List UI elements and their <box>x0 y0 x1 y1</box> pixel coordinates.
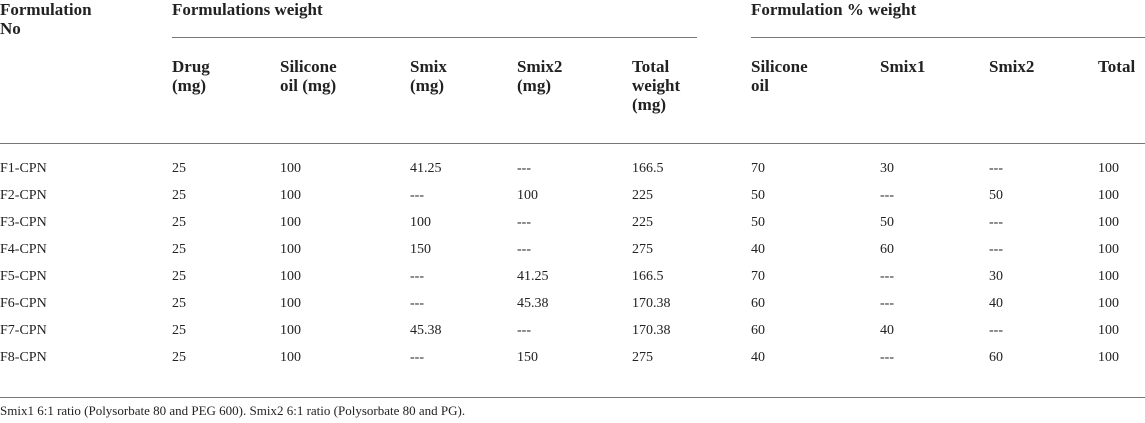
cell-formulation: F1-CPN <box>0 161 47 176</box>
subheader-total: Total <box>1098 57 1136 76</box>
cell-total-weight: 170.38 <box>632 296 671 311</box>
cell-smix: 100 <box>410 215 431 230</box>
subheader-total-weight: Total weight (mg) <box>632 57 681 114</box>
cell-silicone-oil: 100 <box>280 296 301 311</box>
cell-pct-silicone-oil: 70 <box>751 269 765 284</box>
cell-formulation: F7-CPN <box>0 323 47 338</box>
cell-pct-smix2: 60 <box>989 350 1003 365</box>
cell-pct-total: 100 <box>1098 215 1119 230</box>
cell-silicone-oil: 100 <box>280 215 301 230</box>
cell-total-weight: 166.5 <box>632 269 664 284</box>
cell-smix2: 100 <box>517 188 538 203</box>
cell-formulation: F8-CPN <box>0 350 47 365</box>
cell-pct-smix1: --- <box>880 350 894 365</box>
cell-pct-smix1: --- <box>880 296 894 311</box>
bottom-rule <box>0 397 1145 398</box>
cell-pct-smix1: 30 <box>880 161 894 176</box>
cell-smix2: --- <box>517 242 531 257</box>
cell-formulation: F3-CPN <box>0 215 47 230</box>
cell-formulation: F4-CPN <box>0 242 47 257</box>
cell-pct-smix2: --- <box>989 323 1003 338</box>
subheader-silicone-oil-mg: Silicone oil (mg) <box>280 57 337 95</box>
cell-pct-silicone-oil: 70 <box>751 161 765 176</box>
cell-pct-smix2: --- <box>989 242 1003 257</box>
cell-smix: 45.38 <box>410 323 442 338</box>
cell-silicone-oil: 100 <box>280 161 301 176</box>
cell-silicone-oil: 100 <box>280 188 301 203</box>
cell-pct-total: 100 <box>1098 161 1119 176</box>
cell-total-weight: 170.38 <box>632 323 671 338</box>
table-footnote: Smix1 6:1 ratio (Polysorbate 80 and PEG … <box>0 403 466 418</box>
cell-silicone-oil: 100 <box>280 242 301 257</box>
cell-smix2: 45.38 <box>517 296 549 311</box>
cell-smix2: --- <box>517 161 531 176</box>
cell-drug: 25 <box>172 323 186 338</box>
cell-smix: --- <box>410 296 424 311</box>
cell-smix: --- <box>410 188 424 203</box>
subheader-drug: Drug (mg) <box>172 57 210 95</box>
subheader-smix1: Smix1 <box>880 57 926 76</box>
subheader-smix2-mg: Smix2 (mg) <box>517 57 563 95</box>
cell-formulation: F6-CPN <box>0 296 47 311</box>
header-rule <box>0 143 1145 144</box>
cell-drug: 25 <box>172 215 186 230</box>
group-underline-weight <box>172 37 697 38</box>
cell-pct-smix2: 30 <box>989 269 1003 284</box>
cell-pct-total: 100 <box>1098 296 1119 311</box>
cell-formulation: F5-CPN <box>0 269 47 284</box>
header-formulations-weight: Formulations weight <box>172 0 323 19</box>
cell-pct-silicone-oil: 60 <box>751 296 765 311</box>
subheader-smix: Smix (mg) <box>410 57 447 95</box>
cell-pct-total: 100 <box>1098 323 1119 338</box>
cell-drug: 25 <box>172 242 186 257</box>
cell-total-weight: 275 <box>632 350 653 365</box>
cell-pct-smix2: 40 <box>989 296 1003 311</box>
cell-pct-silicone-oil: 60 <box>751 323 765 338</box>
cell-pct-silicone-oil: 40 <box>751 242 765 257</box>
cell-silicone-oil: 100 <box>280 350 301 365</box>
cell-pct-smix1: --- <box>880 269 894 284</box>
cell-smix: 41.25 <box>410 161 442 176</box>
cell-pct-silicone-oil: 50 <box>751 215 765 230</box>
header-formulation-no: Formulation No <box>0 0 92 38</box>
cell-pct-smix1: 60 <box>880 242 894 257</box>
subheader-smix2: Smix2 <box>989 57 1035 76</box>
cell-formulation: F2-CPN <box>0 188 47 203</box>
cell-drug: 25 <box>172 296 186 311</box>
cell-silicone-oil: 100 <box>280 323 301 338</box>
cell-pct-smix2: --- <box>989 215 1003 230</box>
cell-pct-smix1: 40 <box>880 323 894 338</box>
cell-pct-smix1: --- <box>880 188 894 203</box>
cell-pct-total: 100 <box>1098 350 1119 365</box>
cell-drug: 25 <box>172 161 186 176</box>
cell-smix2: --- <box>517 215 531 230</box>
cell-pct-silicone-oil: 40 <box>751 350 765 365</box>
group-underline-percent <box>751 37 1145 38</box>
cell-total-weight: 166.5 <box>632 161 664 176</box>
cell-pct-silicone-oil: 50 <box>751 188 765 203</box>
cell-total-weight: 275 <box>632 242 653 257</box>
cell-pct-total: 100 <box>1098 188 1119 203</box>
cell-pct-smix1: 50 <box>880 215 894 230</box>
cell-smix: 150 <box>410 242 431 257</box>
cell-silicone-oil: 100 <box>280 269 301 284</box>
cell-pct-total: 100 <box>1098 269 1119 284</box>
cell-drug: 25 <box>172 188 186 203</box>
cell-smix2: --- <box>517 323 531 338</box>
cell-smix2: 150 <box>517 350 538 365</box>
cell-smix2: 41.25 <box>517 269 549 284</box>
header-formulation-percent-weight: Formulation % weight <box>751 0 917 19</box>
cell-drug: 25 <box>172 269 186 284</box>
cell-pct-total: 100 <box>1098 242 1119 257</box>
cell-drug: 25 <box>172 350 186 365</box>
cell-total-weight: 225 <box>632 215 653 230</box>
cell-pct-smix2: --- <box>989 161 1003 176</box>
cell-total-weight: 225 <box>632 188 653 203</box>
cell-pct-smix2: 50 <box>989 188 1003 203</box>
subheader-silicone-oil: Silicone oil <box>751 57 808 95</box>
cell-smix: --- <box>410 350 424 365</box>
cell-smix: --- <box>410 269 424 284</box>
